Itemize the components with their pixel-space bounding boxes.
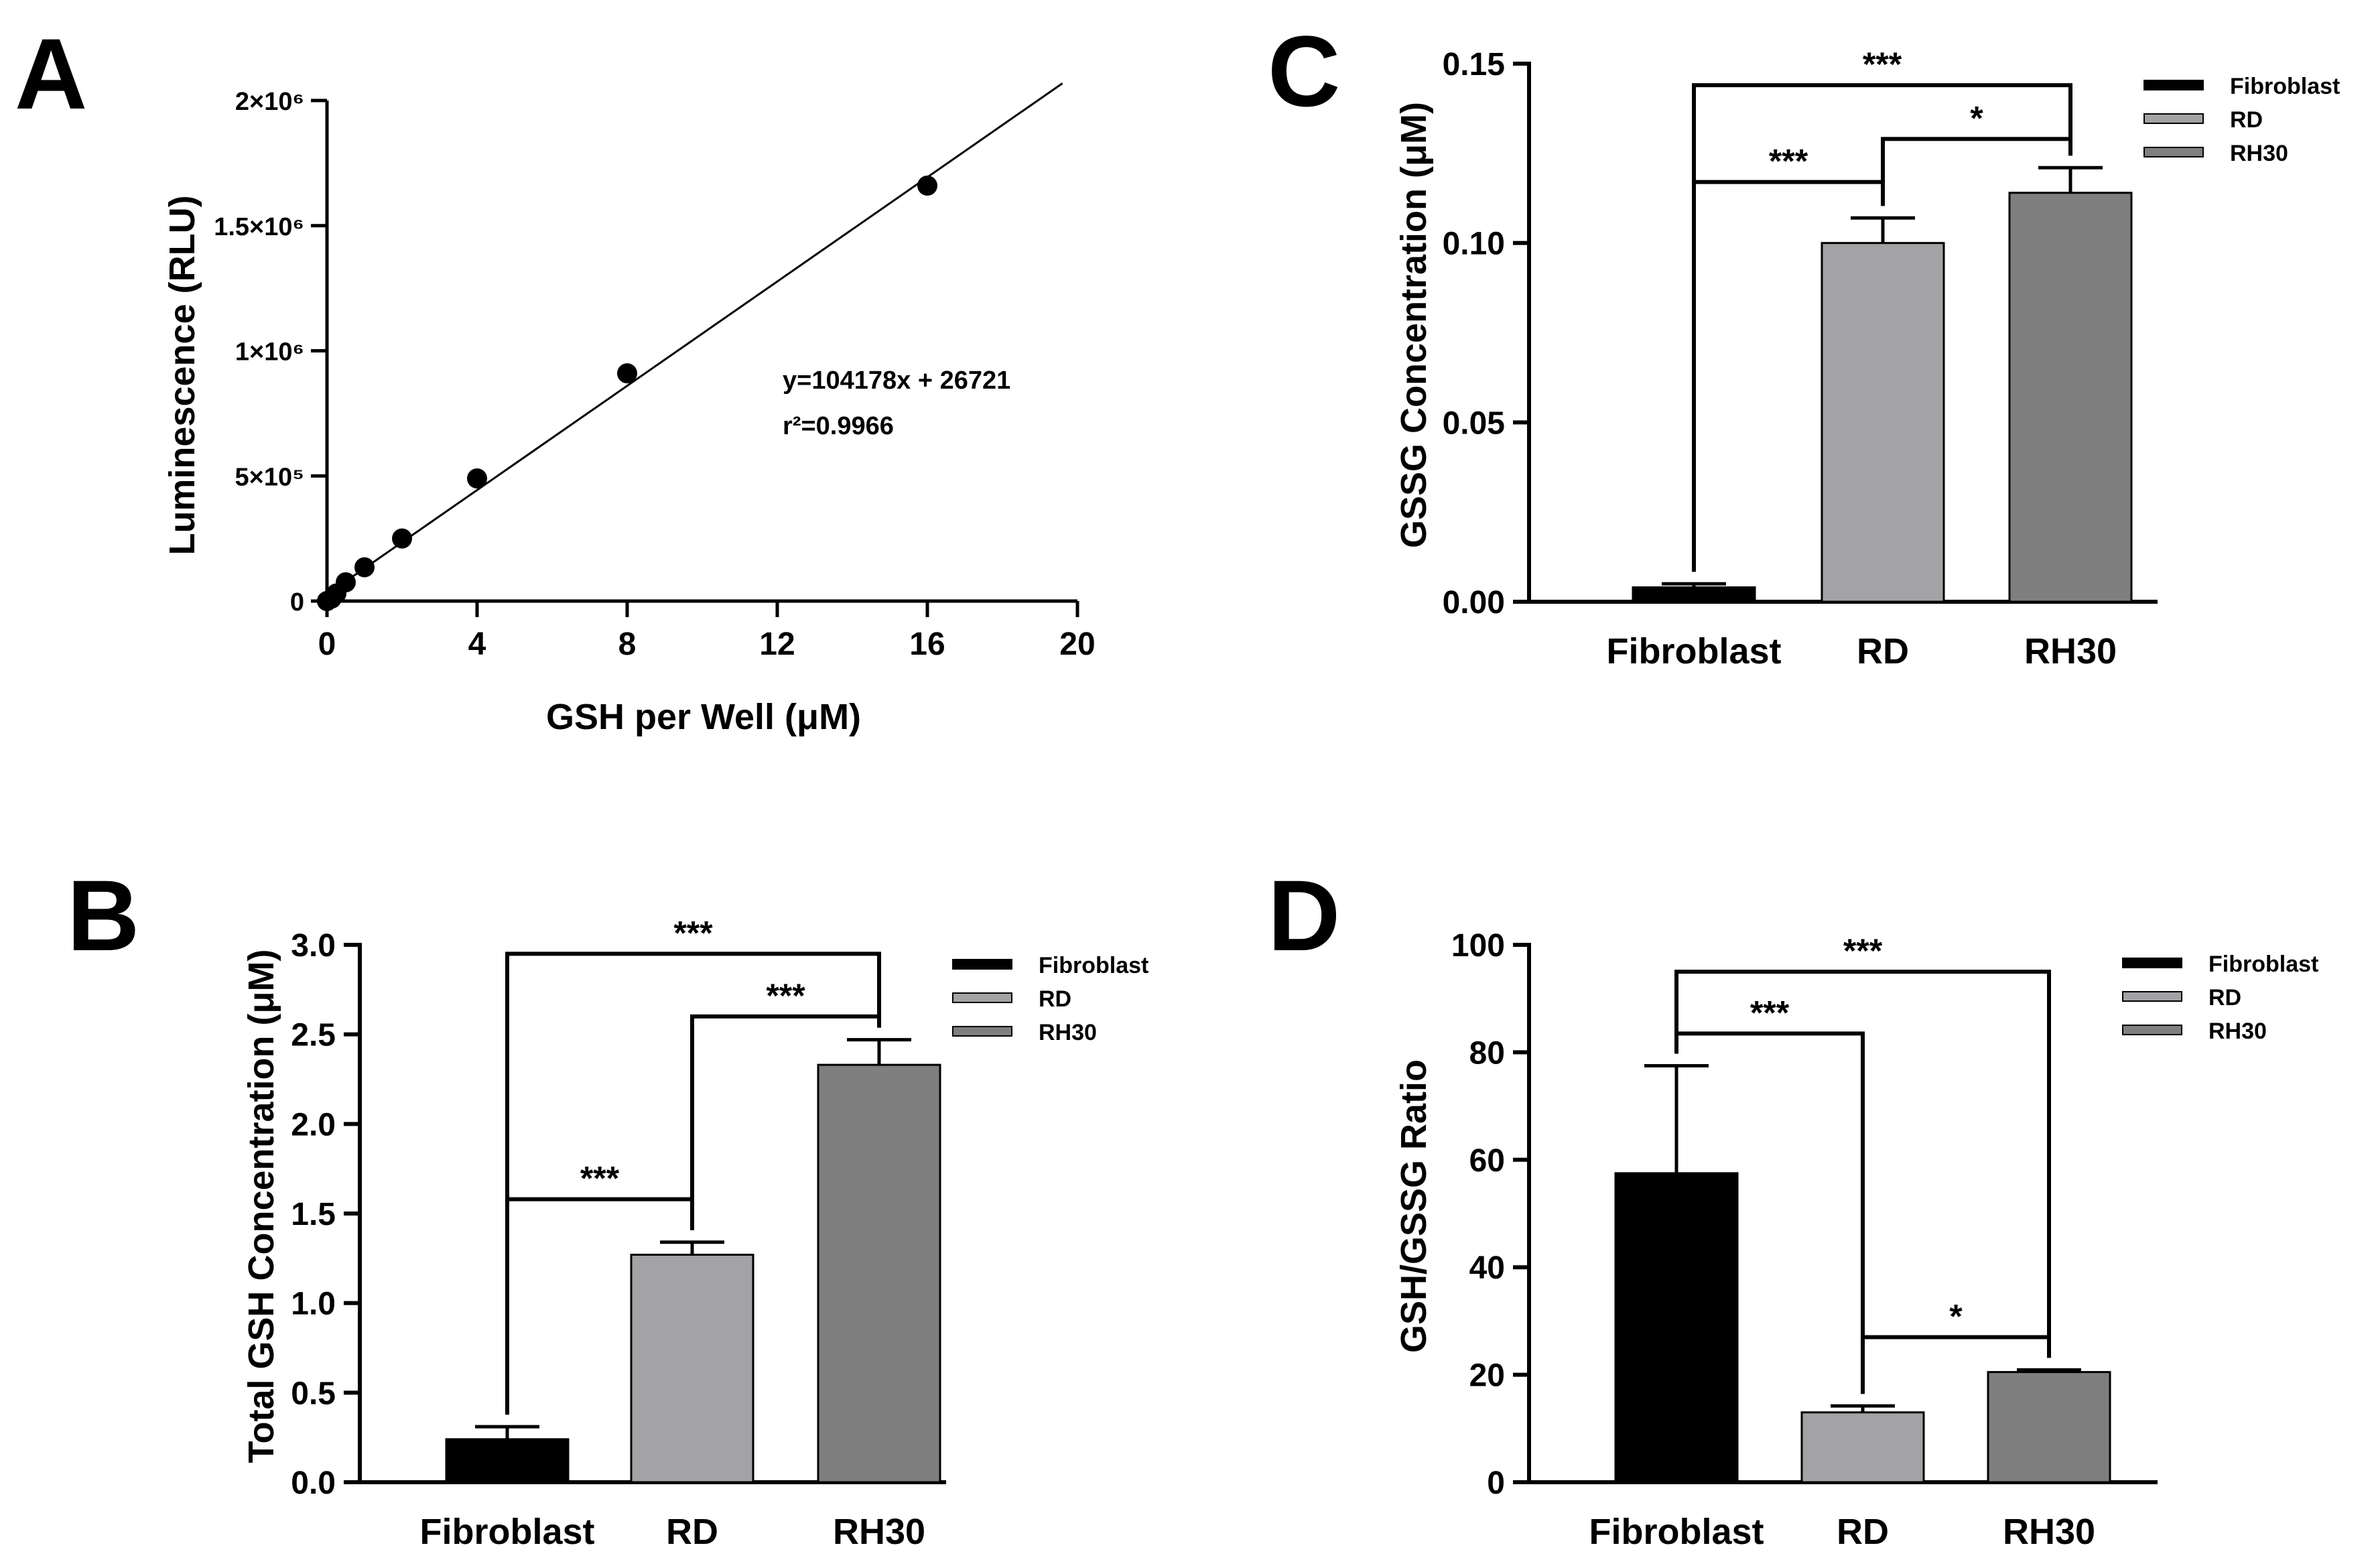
panel-c-y-tick-label: 0.00 <box>1443 585 1505 620</box>
panel-d-legend-label: RD <box>2208 985 2241 1010</box>
panel-b-significance-bracket <box>505 952 881 1415</box>
panel-a-data-point <box>917 175 937 196</box>
panel-d-significance-label: *** <box>1843 932 1883 970</box>
panel-b-significance-label: *** <box>580 1160 620 1197</box>
panel-b-category-label: RD <box>666 1512 718 1552</box>
panel-d-legend-label: Fibroblast <box>2208 952 2318 977</box>
panel-d-legend-swatch <box>2122 1025 2182 1035</box>
panel-b-bar <box>445 1438 570 1484</box>
panel-a-x-axis-label: GSH per Well (μM) <box>546 697 861 737</box>
panel-a-y-tick-label: 2×10⁶ <box>235 88 304 116</box>
panel-c-significance-bracket <box>1692 83 2072 572</box>
panel-letter-c: C <box>1268 15 1340 127</box>
panel-d-bar <box>1614 1172 1739 1484</box>
panel-d-bar <box>1800 1411 1925 1484</box>
panel-a-y-axis-label: Luminescence (RLU) <box>162 195 202 555</box>
panel-b-bar <box>630 1253 754 1484</box>
panel-c-significance-label: *** <box>1769 143 1808 180</box>
panel-a-fit-equation: y=104178x + 26721 <box>783 367 1010 395</box>
panel-a-y-tick-label: 1×10⁶ <box>235 338 304 367</box>
panel-c-legend-label: RD <box>2230 107 2263 133</box>
panel-d-category-label: RH30 <box>2003 1512 2095 1552</box>
panel-c-bar <box>1821 242 1945 603</box>
panel-a-data-point <box>467 468 487 488</box>
panel-d-y-tick-label: 20 <box>1469 1358 1505 1394</box>
panel-d-y-tick-label: 60 <box>1469 1143 1505 1179</box>
panel-b-legend-swatch <box>952 992 1012 1003</box>
panel-a-data-point <box>617 363 637 384</box>
panel-c-y-tick-label: 0.10 <box>1443 226 1505 262</box>
panel-c-legend-swatch <box>2143 80 2204 90</box>
panel-b-y-tick-label: 0.0 <box>291 1465 336 1501</box>
panel-b-legend-swatch <box>952 1026 1012 1037</box>
panel-c-significance-label: *** <box>1863 46 1902 83</box>
panel-d-legend-swatch <box>2122 991 2182 1002</box>
panel-c-bar <box>1632 586 1756 603</box>
panel-d-y-tick-label: 80 <box>1469 1035 1505 1071</box>
panel-letter-a: A <box>15 17 87 130</box>
panel-d-category-label: RD <box>1837 1512 1889 1552</box>
panel-b-y-tick-label: 1.0 <box>291 1287 336 1322</box>
panel-a-x-tick-label: 16 <box>909 627 945 662</box>
panel-c-category-label: RH30 <box>2024 631 2117 671</box>
panel-c-legend-swatch <box>2143 147 2204 157</box>
panel-c-legend-label: Fibroblast <box>2230 74 2340 99</box>
panel-d-category-label: Fibroblast <box>1589 1512 1764 1552</box>
panel-letter-d: D <box>1268 859 1340 972</box>
panel-b-y-axis-label: Total GSH Concentration (μM) <box>241 950 281 1463</box>
panel-c-legend-label: RH30 <box>2230 141 2288 166</box>
panel-b-significance-label: *** <box>766 977 805 1015</box>
panel-b-y-tick-label: 3.0 <box>291 928 336 964</box>
panel-a-x-tick-label: 4 <box>468 627 486 662</box>
panel-c-significance-label: * <box>1970 99 1983 137</box>
panel-c-bar <box>2008 192 2133 603</box>
panel-a-y-tick-label: 1.5×10⁶ <box>214 213 304 241</box>
panel-a-r-squared: r²=0.9966 <box>783 412 894 440</box>
panel-c-category-label: RD <box>1857 631 1909 671</box>
panel-d-significance-label: *** <box>1750 994 1790 1031</box>
panel-letter-b: B <box>67 859 139 972</box>
panel-a-data-point <box>336 572 356 592</box>
panel-d-bar-chart: D GSH/GSSG Ratio 0 20 40 60 80 100 Fibroblast R… <box>1268 859 2318 1552</box>
panel-a-y-tick-label: 5×10⁵ <box>235 463 304 491</box>
panel-a-x-tick-label: 0 <box>318 627 336 662</box>
panel-d-significance-bracket <box>1674 970 2051 1358</box>
panel-d-legend-swatch <box>2122 958 2182 968</box>
panel-c-y-axis-label: GSSG Concentration (μM) <box>1394 102 1434 548</box>
panel-b-y-tick-label: 0.5 <box>291 1376 336 1411</box>
panel-c-y-tick-label: 0.15 <box>1443 47 1505 82</box>
panel-a-x-tick-label: 12 <box>759 627 795 662</box>
panel-b-legend-label: RH30 <box>1039 1020 1097 1045</box>
panel-a-scatter-chart: A Luminescence (RLU) GSH per Well (μM) y… <box>15 17 1096 737</box>
panel-c-y-tick-label: 0.05 <box>1443 405 1505 441</box>
panel-b-legend-label: Fibroblast <box>1039 953 1148 978</box>
panel-a-x-tick-label: 8 <box>618 627 637 662</box>
panel-d-y-tick-label: 0 <box>1487 1465 1505 1501</box>
panel-c-legend-swatch <box>2143 113 2204 124</box>
panel-a-data-point <box>354 557 375 578</box>
panel-b-y-tick-label: 1.5 <box>291 1197 336 1232</box>
panel-b-significance-label: *** <box>673 914 713 952</box>
panel-b-bar-chart: B Total GSH Concentration (μM) 0.0 0.5 1.0… <box>67 859 1148 1552</box>
panel-b-category-label: Fibroblast <box>419 1512 594 1552</box>
panel-c-bar-chart: C GSSG Concentration (μM) 0.00 0.05 0.10 0.… <box>1268 15 2340 671</box>
panel-b-legend-swatch <box>952 959 1012 970</box>
panel-d-y-tick-label: 100 <box>1451 928 1505 964</box>
panel-d-y-tick-label: 40 <box>1469 1250 1505 1286</box>
panel-a-y-tick-label: 0 <box>290 588 304 616</box>
panel-a-fit-line <box>326 82 1063 596</box>
panel-a-x-tick-label: 20 <box>1059 627 1095 662</box>
panel-b-category-label: RH30 <box>833 1512 925 1552</box>
panel-d-significance-label: * <box>1949 1297 1963 1335</box>
panel-d-bar <box>1987 1371 2111 1484</box>
panel-d-legend-label: RH30 <box>2208 1019 2267 1044</box>
panel-a-data-point <box>392 528 412 549</box>
panel-b-y-tick-label: 2.0 <box>291 1107 336 1142</box>
panel-b-legend-label: RD <box>1039 986 1071 1012</box>
panel-c-category-label: Fibroblast <box>1606 631 1781 671</box>
panel-b-bar <box>817 1063 941 1484</box>
panel-d-y-axis-label: GSH/GSSG Ratio <box>1394 1059 1434 1353</box>
panel-b-y-tick-label: 2.5 <box>291 1018 336 1053</box>
